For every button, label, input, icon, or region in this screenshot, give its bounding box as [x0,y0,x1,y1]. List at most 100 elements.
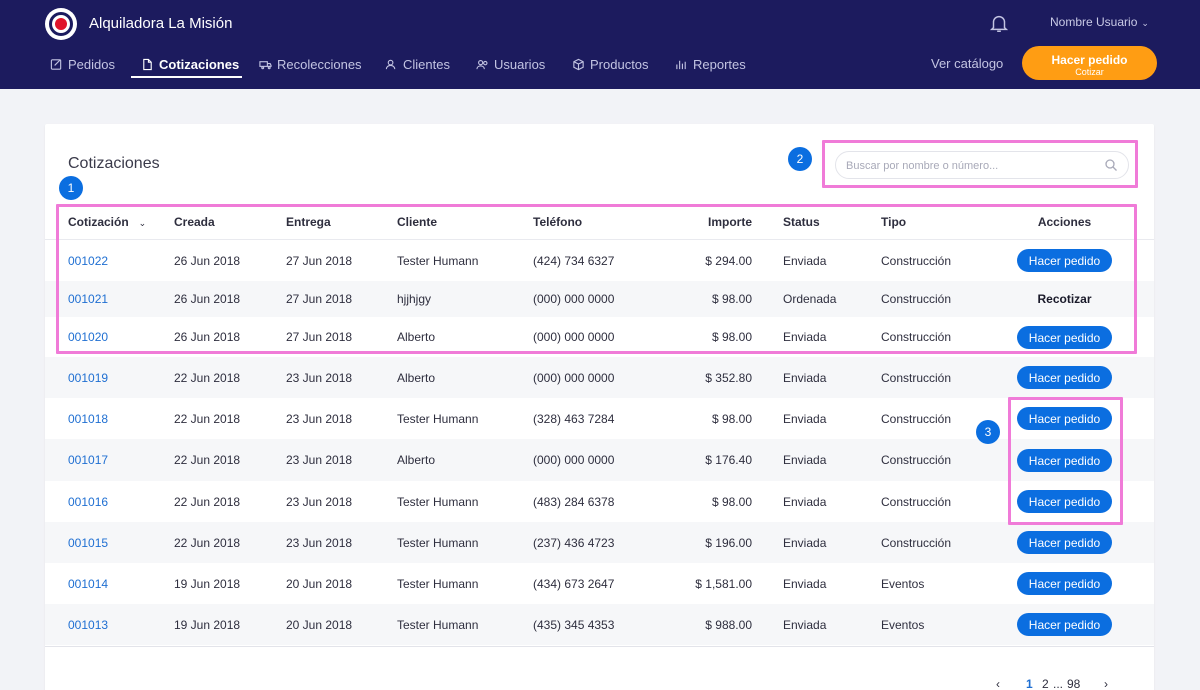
table-header [45,204,1154,240]
brand-logo[interactable] [45,8,77,40]
cell-status: Enviada [783,453,827,467]
hacer-pedido-button[interactable]: Hacer pedido [1017,490,1112,513]
nav-pedidos[interactable]: Pedidos [50,55,115,73]
user-icon [385,59,396,69]
search-box[interactable] [835,151,1129,179]
column-header-status[interactable]: Status [783,215,820,229]
cell-cotizacion[interactable]: 001015 [68,536,109,550]
hacer-pedido-button[interactable]: Hacer pedido [1017,326,1112,349]
search-icon[interactable] [1104,158,1118,172]
hacer-pedido-button[interactable]: Hacer pedido [1017,366,1112,389]
cell-cotizacion[interactable]: 001013 [68,618,109,632]
nav-productos[interactable]: Productos [572,55,649,73]
cell-cliente: Tester Humann [397,577,479,591]
cell-cliente: Tester Humann [397,536,479,550]
brand-name[interactable]: Alquiladora La Misión [89,15,233,32]
cell-telefono: (434) 673 2647 [533,577,615,591]
hacer-pedido-button[interactable]: Hacer pedido [1017,572,1112,595]
cell-creada: 26 Jun 2018 [174,330,241,344]
cell-entrega: 27 Jun 2018 [286,254,353,268]
sort-chevron-icon[interactable]: ⌄ [138,218,147,228]
cell-cotizacion[interactable]: 001021 [68,292,109,306]
cell-importe: $ 176.40 [705,453,752,467]
cell-status: Enviada [783,330,827,344]
cell-importe: $ 352.80 [705,371,752,385]
nav-recolecciones[interactable]: Recolecciones [259,55,362,73]
pagination-page-current[interactable]: 1 [1026,677,1033,690]
cell-cotizacion[interactable]: 001020 [68,330,109,344]
cell-creada: 26 Jun 2018 [174,254,241,268]
column-header-tipo[interactable]: Tipo [881,215,907,229]
cell-cotizacion[interactable]: 001019 [68,371,109,385]
pagination-page-last[interactable]: 98 [1067,677,1081,690]
cell-tipo: Construcción [881,371,952,385]
cell-cotizacion[interactable]: 001022 [68,254,109,268]
nav-label: Reportes [693,56,746,72]
users-icon [476,59,488,69]
cell-cliente: Tester Humann [397,412,479,426]
hacer-pedido-button[interactable]: Hacer pedido [1017,449,1112,472]
column-header-cotizacion[interactable]: Cotización ⌄ [68,215,146,229]
hacer-pedido-cta-button[interactable]: Hacer pedido Cotizar [1022,46,1157,80]
hacer-pedido-button[interactable]: Hacer pedido [1017,613,1112,636]
hacer-pedido-button[interactable]: Hacer pedido [1017,531,1112,554]
pagination-page-2[interactable]: 2 [1042,677,1049,690]
table-row [45,604,1154,645]
hacer-pedido-button[interactable]: Hacer pedido [1017,249,1112,272]
nav-clientes[interactable]: Clientes [385,55,450,73]
top-navigation-bar [0,0,1200,89]
cell-tipo: Eventos [881,577,925,591]
hacer-pedido-button[interactable]: Hacer pedido [1017,407,1112,430]
cell-entrega: 20 Jun 2018 [286,577,353,591]
table-row [45,281,1154,317]
box-icon [573,58,584,70]
cell-cotizacion[interactable]: 001014 [68,577,109,591]
cell-entrega: 23 Jun 2018 [286,412,353,426]
recotizar-button[interactable]: Recotizar [1037,292,1092,306]
cta-main-label: Hacer pedido [1051,53,1128,67]
cell-status: Enviada [783,618,827,632]
cell-cliente: Alberto [397,453,436,467]
table-footer-divider [45,646,1154,647]
pagination-ellipsis: ... [1053,677,1064,690]
cell-cotizacion[interactable]: 001017 [68,453,109,467]
cell-importe: $ 98.00 [711,495,752,509]
nav-cotizaciones[interactable]: Cotizaciones [141,55,239,73]
cell-cotizacion[interactable]: 001016 [68,495,109,509]
annotation-badge-1: 1 [59,176,83,200]
cell-cotizacion[interactable]: 001018 [68,412,109,426]
highlight-box-actions [1008,397,1123,525]
cell-creada: 26 Jun 2018 [174,292,241,306]
nav-label: Recolecciones [277,56,362,72]
column-header-acciones: Acciones [1037,215,1092,229]
cell-creada: 22 Jun 2018 [174,536,241,550]
document-icon [143,58,152,70]
nav-usuarios[interactable]: Usuarios [476,55,545,73]
search-input[interactable] [846,157,1096,174]
user-menu[interactable]: Nombre Usuario ⌄ [1050,15,1149,29]
cell-telefono: (000) 000 0000 [533,453,615,467]
cell-creada: 22 Jun 2018 [174,412,241,426]
cell-telefono: (237) 436 4723 [533,536,615,550]
cell-tipo: Construcción [881,412,952,426]
cell-cliente: Tester Humann [397,618,479,632]
cell-tipo: Construcción [881,495,952,509]
annotation-badge-2: 2 [788,147,812,171]
column-header-creada[interactable]: Creada [174,215,215,229]
cell-importe: $ 294.00 [705,254,752,268]
cell-tipo: Construcción [881,330,952,344]
cell-telefono: (000) 000 0000 [533,330,615,344]
nav-reportes[interactable]: Reportes [675,55,746,73]
column-header-importe[interactable]: Importe [707,215,752,229]
pagination-prev-chevron-icon[interactable]: ‹ [996,677,1000,690]
column-header-telefono[interactable]: Teléfono [533,215,583,229]
nav-label: Clientes [403,56,450,72]
column-header-entrega[interactable]: Entrega [286,215,331,229]
column-header-cliente[interactable]: Cliente [397,215,438,229]
cell-creada: 22 Jun 2018 [174,371,241,385]
highlight-box-table-header [56,204,1137,354]
ver-catalogo-link[interactable]: Ver catálogo [931,56,1004,71]
notification-bell-icon[interactable] [988,12,1010,34]
cell-status: Enviada [783,254,827,268]
pagination-next-chevron-icon[interactable]: › [1104,677,1108,690]
